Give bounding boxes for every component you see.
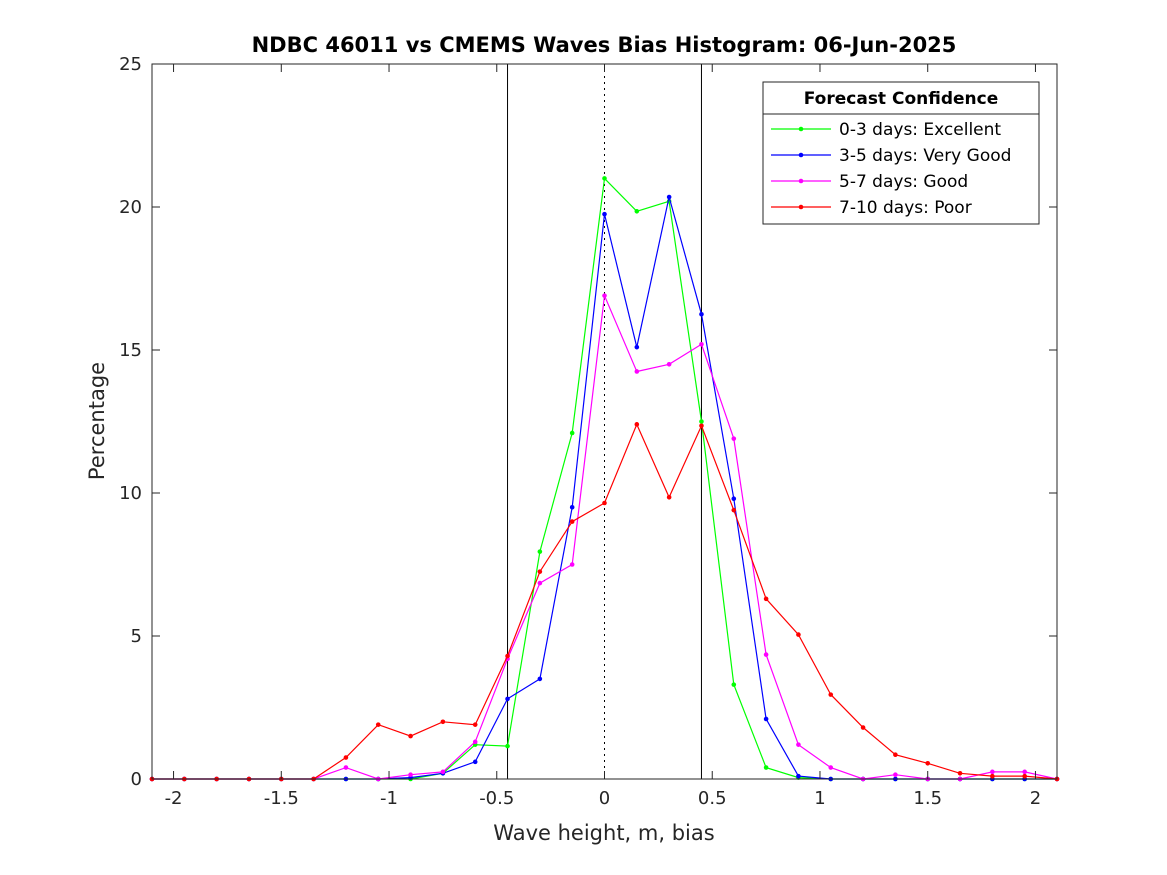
legend-entry: 5-7 days: Good bbox=[771, 172, 968, 192]
data-point bbox=[666, 494, 672, 500]
legend-entry: 7-10 days: Poor bbox=[771, 198, 972, 218]
data-point bbox=[537, 569, 543, 574]
data-point bbox=[763, 716, 769, 722]
data-point bbox=[731, 682, 737, 687]
data-point bbox=[925, 760, 931, 766]
y-tick-label: 20 bbox=[119, 197, 142, 218]
x-axis-label: Wave height, m, bias bbox=[493, 821, 714, 845]
data-point bbox=[634, 422, 640, 427]
y-tick-label: 15 bbox=[119, 340, 142, 361]
data-point bbox=[602, 176, 607, 181]
legend-box bbox=[762, 81, 1040, 225]
x-tick-label: 0 bbox=[599, 788, 610, 809]
data-point bbox=[602, 211, 607, 217]
data-point bbox=[440, 769, 446, 775]
data-point bbox=[569, 519, 575, 524]
data-point bbox=[569, 505, 575, 510]
data-point bbox=[699, 419, 704, 424]
data-point bbox=[957, 770, 963, 776]
data-point bbox=[828, 692, 834, 697]
data-point bbox=[699, 423, 704, 429]
data-point bbox=[796, 632, 801, 637]
y-tick-label: 10 bbox=[119, 483, 142, 504]
data-point bbox=[602, 293, 607, 298]
x-tick-label: 0.5 bbox=[698, 788, 727, 809]
data-point bbox=[1022, 773, 1027, 779]
data-point bbox=[537, 580, 543, 586]
data-point bbox=[731, 496, 737, 502]
data-point bbox=[731, 507, 737, 513]
legend-label: 7-10 days: Poor bbox=[839, 198, 972, 218]
data-point bbox=[731, 436, 737, 441]
data-point bbox=[634, 369, 640, 374]
data-point bbox=[763, 652, 769, 657]
legend-title: Forecast Confidence bbox=[804, 89, 999, 109]
x-tick-label: -1 bbox=[380, 788, 398, 809]
data-point bbox=[699, 311, 704, 317]
data-point bbox=[472, 722, 478, 727]
legend-label: 3-5 days: Very Good bbox=[839, 146, 1011, 166]
data-point bbox=[666, 362, 672, 367]
data-point bbox=[472, 759, 478, 765]
data-point bbox=[537, 549, 543, 554]
y-tick-label: 5 bbox=[131, 626, 142, 647]
x-tick-label: 2 bbox=[1030, 788, 1041, 809]
legend-entry: 0-3 days: Excellent bbox=[771, 120, 1001, 140]
data-point bbox=[828, 765, 834, 770]
data-point bbox=[1022, 769, 1027, 775]
data-point bbox=[537, 676, 543, 682]
data-point bbox=[796, 773, 801, 779]
data-point bbox=[343, 755, 349, 760]
y-axis-label: Percentage bbox=[85, 362, 109, 480]
x-tick-label: 1.5 bbox=[913, 788, 942, 809]
legend-swatch-marker bbox=[798, 152, 804, 158]
data-point bbox=[602, 500, 607, 506]
data-point bbox=[408, 733, 413, 739]
data-point bbox=[893, 752, 898, 757]
legend-swatch-marker bbox=[798, 178, 804, 184]
data-point bbox=[763, 596, 769, 602]
legend-entry: 3-5 days: Very Good bbox=[771, 146, 1011, 166]
data-point bbox=[860, 725, 866, 730]
chart-title: NDBC 46011 vs CMEMS Waves Bias Histogram… bbox=[252, 33, 957, 57]
data-point bbox=[375, 722, 381, 727]
data-point bbox=[666, 194, 672, 200]
data-point bbox=[569, 562, 575, 567]
x-tick-label: -2 bbox=[165, 788, 183, 809]
data-point bbox=[472, 739, 478, 745]
x-tick-label: 1 bbox=[814, 788, 825, 809]
data-point bbox=[440, 719, 446, 725]
data-point bbox=[505, 743, 510, 749]
data-point bbox=[796, 742, 801, 747]
data-point bbox=[763, 765, 769, 770]
legend-label: 0-3 days: Excellent bbox=[839, 120, 1001, 140]
data-point bbox=[408, 772, 413, 778]
y-tick-label: 0 bbox=[131, 769, 142, 790]
data-point bbox=[893, 772, 898, 778]
legend-label: 5-7 days: Good bbox=[839, 172, 968, 192]
data-point bbox=[569, 430, 575, 436]
data-point bbox=[343, 765, 349, 770]
legend: Forecast Confidence 0-3 days: Excellent 3-… bbox=[762, 81, 1040, 225]
x-tick-label: -1.5 bbox=[264, 788, 299, 809]
data-point bbox=[990, 769, 995, 775]
legend-swatch-marker bbox=[798, 126, 804, 132]
y-tick-label: 25 bbox=[119, 54, 142, 75]
data-point bbox=[505, 653, 510, 659]
data-point bbox=[634, 344, 640, 350]
data-point bbox=[505, 696, 510, 702]
data-point bbox=[634, 208, 640, 214]
legend-swatch-marker bbox=[798, 204, 804, 210]
data-point bbox=[990, 773, 995, 779]
x-tick-label: -0.5 bbox=[479, 788, 514, 809]
data-point bbox=[699, 341, 704, 347]
